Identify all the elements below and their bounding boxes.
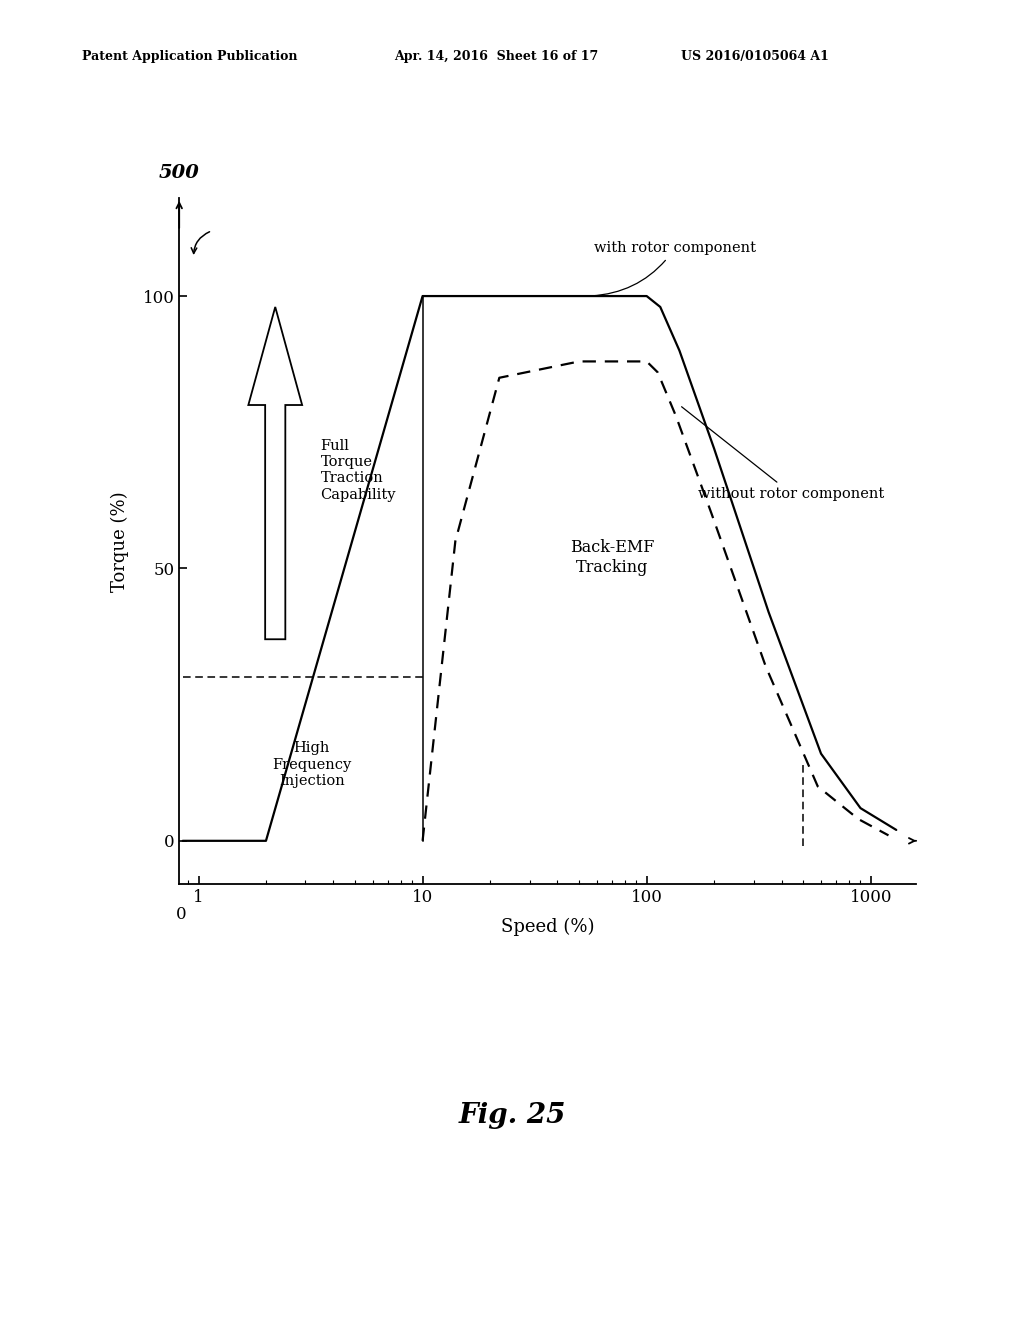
Text: 0: 0 bbox=[176, 907, 186, 923]
Text: US 2016/0105064 A1: US 2016/0105064 A1 bbox=[681, 50, 828, 63]
Text: Patent Application Publication: Patent Application Publication bbox=[82, 50, 297, 63]
Polygon shape bbox=[249, 308, 302, 639]
Text: 500: 500 bbox=[159, 164, 200, 182]
Text: Back-EMF
Tracking: Back-EMF Tracking bbox=[569, 540, 654, 576]
X-axis label: Speed (%): Speed (%) bbox=[501, 917, 595, 936]
Text: Fig. 25: Fig. 25 bbox=[459, 1102, 565, 1129]
Y-axis label: Torque (%): Torque (%) bbox=[111, 491, 129, 591]
Text: Full
Torque
Traction
Capability: Full Torque Traction Capability bbox=[321, 440, 396, 502]
Text: High
Frequency
Injection: High Frequency Injection bbox=[272, 742, 351, 788]
Text: Apr. 14, 2016  Sheet 16 of 17: Apr. 14, 2016 Sheet 16 of 17 bbox=[394, 50, 598, 63]
Text: without rotor component: without rotor component bbox=[682, 407, 885, 500]
Text: with rotor component: with rotor component bbox=[591, 242, 756, 296]
